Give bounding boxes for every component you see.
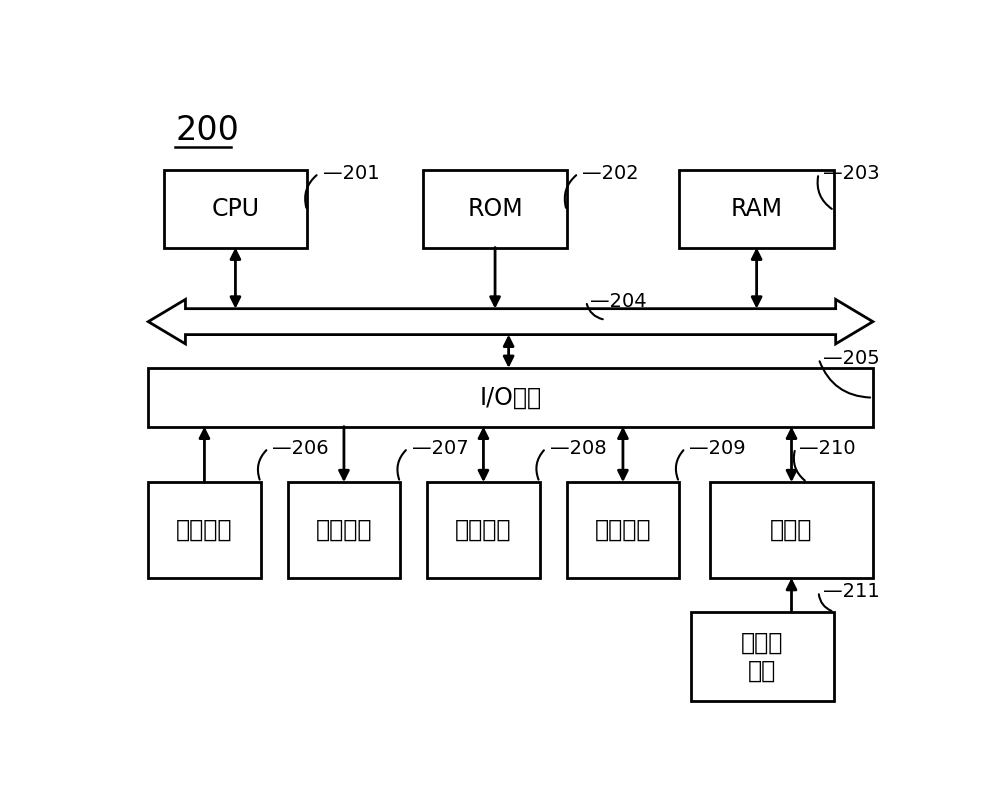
Text: —206: —206 [272, 439, 329, 458]
Text: 通信部分: 通信部分 [595, 518, 651, 542]
Bar [423, 170, 567, 248]
Text: 储存部分: 储存部分 [455, 518, 512, 542]
Text: I/O接口: I/O接口 [480, 385, 542, 409]
Text: CPU: CPU [211, 197, 259, 221]
Text: —210: —210 [799, 439, 856, 458]
Bar [691, 612, 834, 702]
Bar [288, 482, 400, 578]
Text: —205: —205 [822, 349, 879, 368]
Bar [148, 482, 261, 578]
Text: —207: —207 [412, 439, 468, 458]
Text: —211: —211 [822, 582, 879, 601]
Text: —203: —203 [822, 164, 879, 183]
Text: 驱动器: 驱动器 [770, 518, 813, 542]
Bar [164, 170, 307, 248]
Bar [679, 170, 834, 248]
Bar [427, 482, 540, 578]
Bar [148, 368, 873, 427]
Text: RAM: RAM [731, 197, 783, 221]
Text: —201: —201 [323, 164, 379, 183]
Text: —202: —202 [582, 164, 639, 183]
Text: —209: —209 [689, 439, 746, 458]
Bar [710, 482, 873, 578]
Text: 可拆卸
介质: 可拆卸 介质 [741, 630, 784, 683]
Text: ROM: ROM [467, 197, 523, 221]
Bar [567, 482, 679, 578]
Text: 输入部分: 输入部分 [176, 518, 233, 542]
Polygon shape [148, 299, 873, 344]
Text: 输出部分: 输出部分 [316, 518, 372, 542]
Text: —208: —208 [550, 439, 606, 458]
Text: 200: 200 [175, 114, 239, 147]
Text: —204: —204 [590, 292, 647, 310]
